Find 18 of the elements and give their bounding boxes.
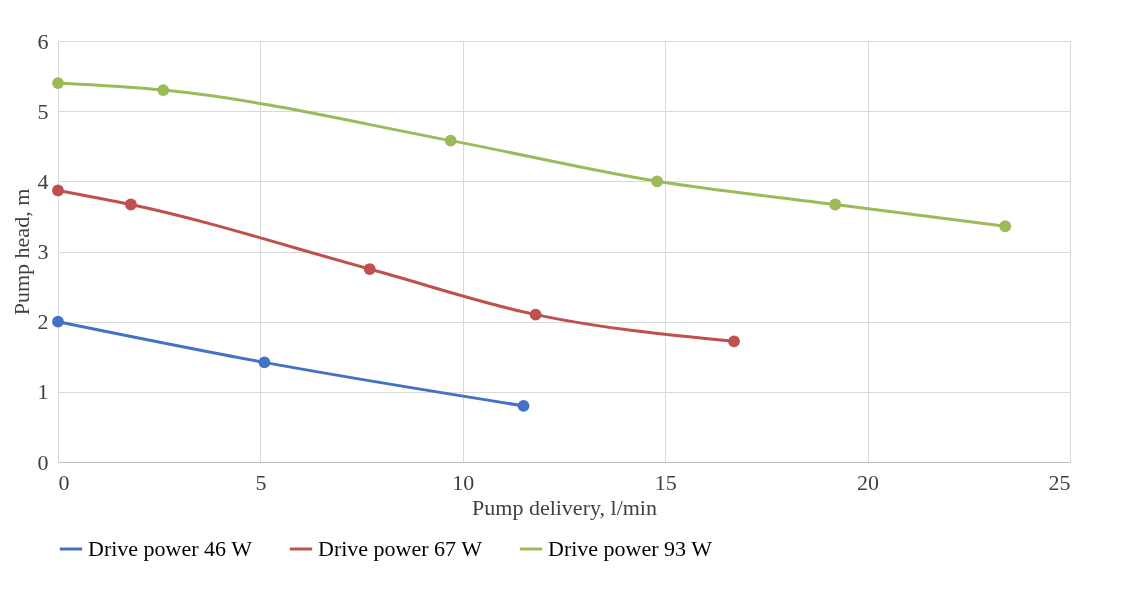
legend-label: Drive power 46 W [88,536,253,561]
legend-label: Drive power 67 W [318,536,483,561]
y-tick-label: 3 [37,239,49,264]
x-tick-label: 0 [58,469,70,495]
y-tick-label: 5 [37,98,49,124]
y-tick-label: 4 [37,168,49,194]
y-tick-label: 1 [37,379,49,405]
x-tick-label: 15 [654,469,677,495]
y-tick-label: 6 [37,28,49,54]
legend-label: Drive power 93 W [548,536,713,561]
y-axis-title: Pump head, m [8,188,34,316]
y-tick-label: 2 [37,309,49,335]
y-tick-label: 0 [37,449,49,475]
x-tick-label: 20 [857,469,880,495]
x-tick-label: 10 [452,469,475,495]
x-tick-label: 25 [1048,469,1071,495]
x-tick-label: 5 [255,469,267,495]
x-axis-title: Pump delivery, l/min [472,494,657,520]
